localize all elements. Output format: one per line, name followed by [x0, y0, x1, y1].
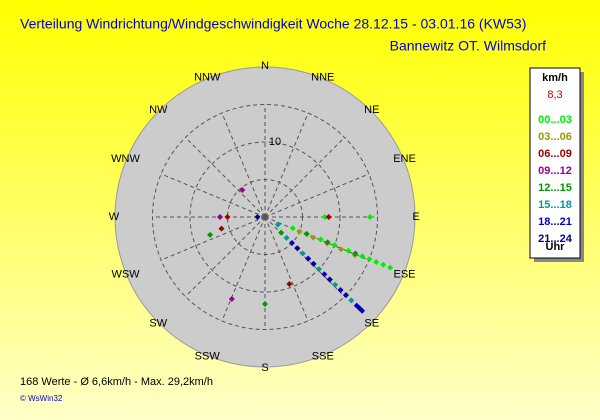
data-point [337, 246, 344, 253]
direction-label: WSW [111, 269, 140, 281]
chart-title: Verteilung Windrichtung/Windgeschwindigk… [20, 16, 526, 32]
spoke [264, 137, 345, 218]
direction-label: NE [364, 104, 379, 116]
data-point [305, 255, 312, 262]
legend-entry: 18...21 [538, 216, 572, 228]
spoke [264, 173, 370, 218]
direction-label: SE [364, 318, 379, 330]
legend-entry: 03...06 [538, 131, 572, 143]
direction-label: NNE [311, 71, 334, 83]
direction-label: S [261, 362, 268, 374]
data-point [218, 225, 225, 232]
data-point [315, 266, 322, 273]
spoke [264, 216, 370, 261]
direction-label: WNW [111, 153, 140, 165]
data-point [325, 214, 332, 220]
data-point [331, 242, 338, 249]
data-point [352, 250, 359, 257]
data-point [207, 231, 214, 238]
data-point [224, 214, 231, 220]
legend-entry: 15...18 [538, 199, 572, 211]
data-point [217, 214, 223, 220]
data-point [366, 256, 373, 263]
data-point [286, 280, 293, 287]
spoke [221, 112, 266, 218]
data-point [283, 234, 290, 241]
chart-subtitle: Bannewitz OT. Wilmsdorf [390, 38, 546, 54]
legend-entry: 09...12 [538, 165, 572, 177]
legend-entry: 06...09 [538, 148, 572, 160]
data-point [342, 292, 349, 299]
data-point [348, 297, 355, 304]
data-point [274, 221, 281, 228]
spoke [221, 216, 266, 322]
data-point [294, 245, 301, 252]
legend-title: km/h [542, 72, 568, 84]
data-point [367, 214, 373, 220]
grid-ring [189, 141, 341, 293]
legend-entry: 21...24 [538, 233, 573, 245]
r-tick-label: 10 [269, 136, 281, 148]
data-point [310, 234, 317, 241]
direction-label: NW [149, 104, 168, 116]
data-point [321, 271, 328, 278]
data-point [332, 281, 339, 288]
data-point [262, 301, 268, 307]
credit: © WsWin32 [20, 394, 63, 403]
data-point [254, 214, 261, 220]
data-point [299, 250, 306, 257]
current-value: 8,3 [547, 89, 562, 101]
data-point [310, 260, 317, 267]
spoke [185, 137, 266, 218]
data-point [289, 225, 296, 232]
direction-label: ENE [393, 153, 416, 165]
direction-label: W [109, 211, 120, 223]
legend-entry: 00...03 [538, 114, 572, 126]
spoke [264, 216, 345, 297]
data-point [326, 276, 333, 283]
spoke [264, 112, 309, 218]
data-point [296, 228, 303, 235]
legend-footer: Uhr [546, 241, 566, 253]
data-point [317, 236, 324, 243]
data-point [337, 286, 344, 293]
footer-stats: 168 Werte - Ø 6,6km/h - Max. 29,2km/h [20, 376, 213, 388]
direction-label: ESE [393, 269, 415, 281]
data-point [380, 261, 387, 268]
direction-label: SW [149, 318, 167, 330]
data-point [239, 186, 246, 193]
legend-entry: 12...15 [538, 182, 572, 194]
data-point [303, 230, 310, 237]
direction-label: SSE [312, 350, 334, 362]
data-point [288, 240, 295, 247]
data-point [322, 214, 328, 220]
data-point [356, 305, 363, 312]
spoke [160, 216, 266, 261]
direction-label: N [261, 60, 269, 72]
spoke [185, 216, 266, 297]
data-point [345, 247, 352, 254]
direction-label: NNW [194, 71, 221, 83]
direction-label: E [412, 211, 419, 223]
data-point [324, 239, 331, 246]
spoke [160, 173, 266, 218]
data-point [278, 229, 285, 236]
data-point [387, 264, 394, 271]
data-point [373, 258, 380, 265]
data-point [359, 253, 366, 260]
legend-box [529, 67, 581, 259]
data-point [228, 296, 235, 303]
direction-label: SSW [195, 350, 221, 362]
spoke [264, 216, 309, 322]
